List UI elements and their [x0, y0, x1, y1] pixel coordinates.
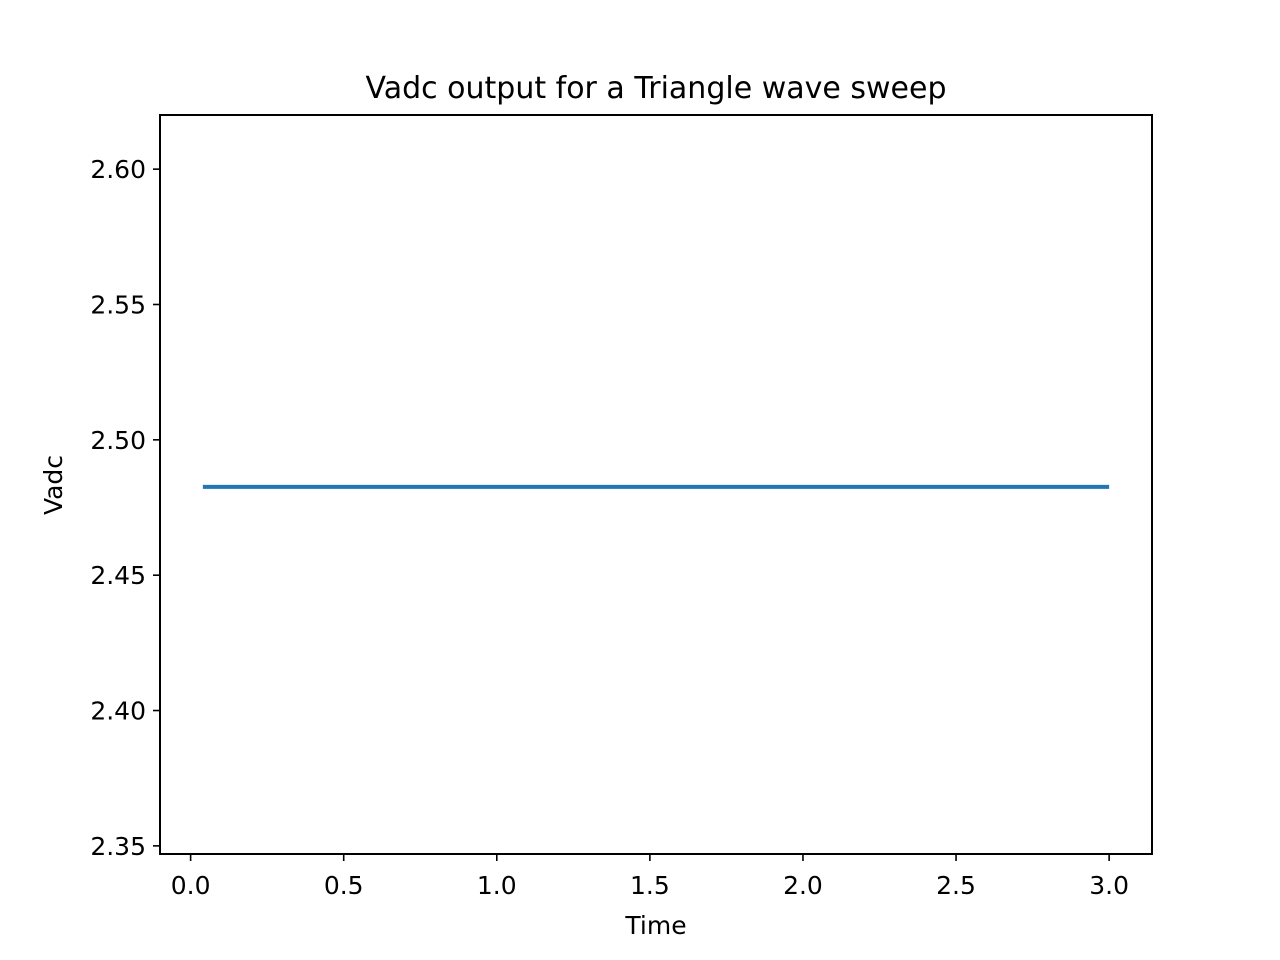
x-tick-label: 0.5	[324, 871, 364, 900]
x-tick-label: 1.0	[477, 871, 517, 900]
y-axis-label: Vadc	[39, 455, 68, 515]
y-tick-label: 2.45	[90, 561, 146, 590]
chart-title: Vadc output for a Triangle wave sweep	[366, 71, 947, 106]
x-axis-label: Time	[624, 911, 686, 940]
y-tick-label: 2.55	[90, 290, 146, 319]
x-axis-ticks: 0.0 0.5 1.0 1.5 2.0 2.5 3.0	[171, 854, 1129, 900]
y-tick-label: 2.50	[90, 426, 146, 455]
y-tick-label: 2.40	[90, 697, 146, 726]
y-axis-ticks: 2.35 2.40 2.45 2.50 2.55 2.60	[90, 155, 160, 861]
x-tick-label: 2.0	[783, 871, 823, 900]
x-tick-label: 0.0	[171, 871, 211, 900]
y-tick-label: 2.60	[90, 155, 146, 184]
x-tick-label: 3.0	[1089, 871, 1129, 900]
y-tick-label: 2.35	[90, 832, 146, 861]
x-tick-label: 1.5	[630, 871, 670, 900]
plot-area-frame	[159, 114, 1153, 855]
x-tick-label: 2.5	[936, 871, 976, 900]
